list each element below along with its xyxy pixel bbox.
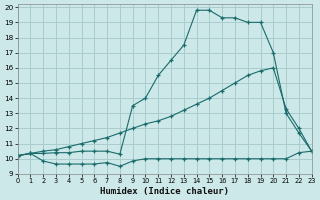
- X-axis label: Humidex (Indice chaleur): Humidex (Indice chaleur): [100, 187, 229, 196]
